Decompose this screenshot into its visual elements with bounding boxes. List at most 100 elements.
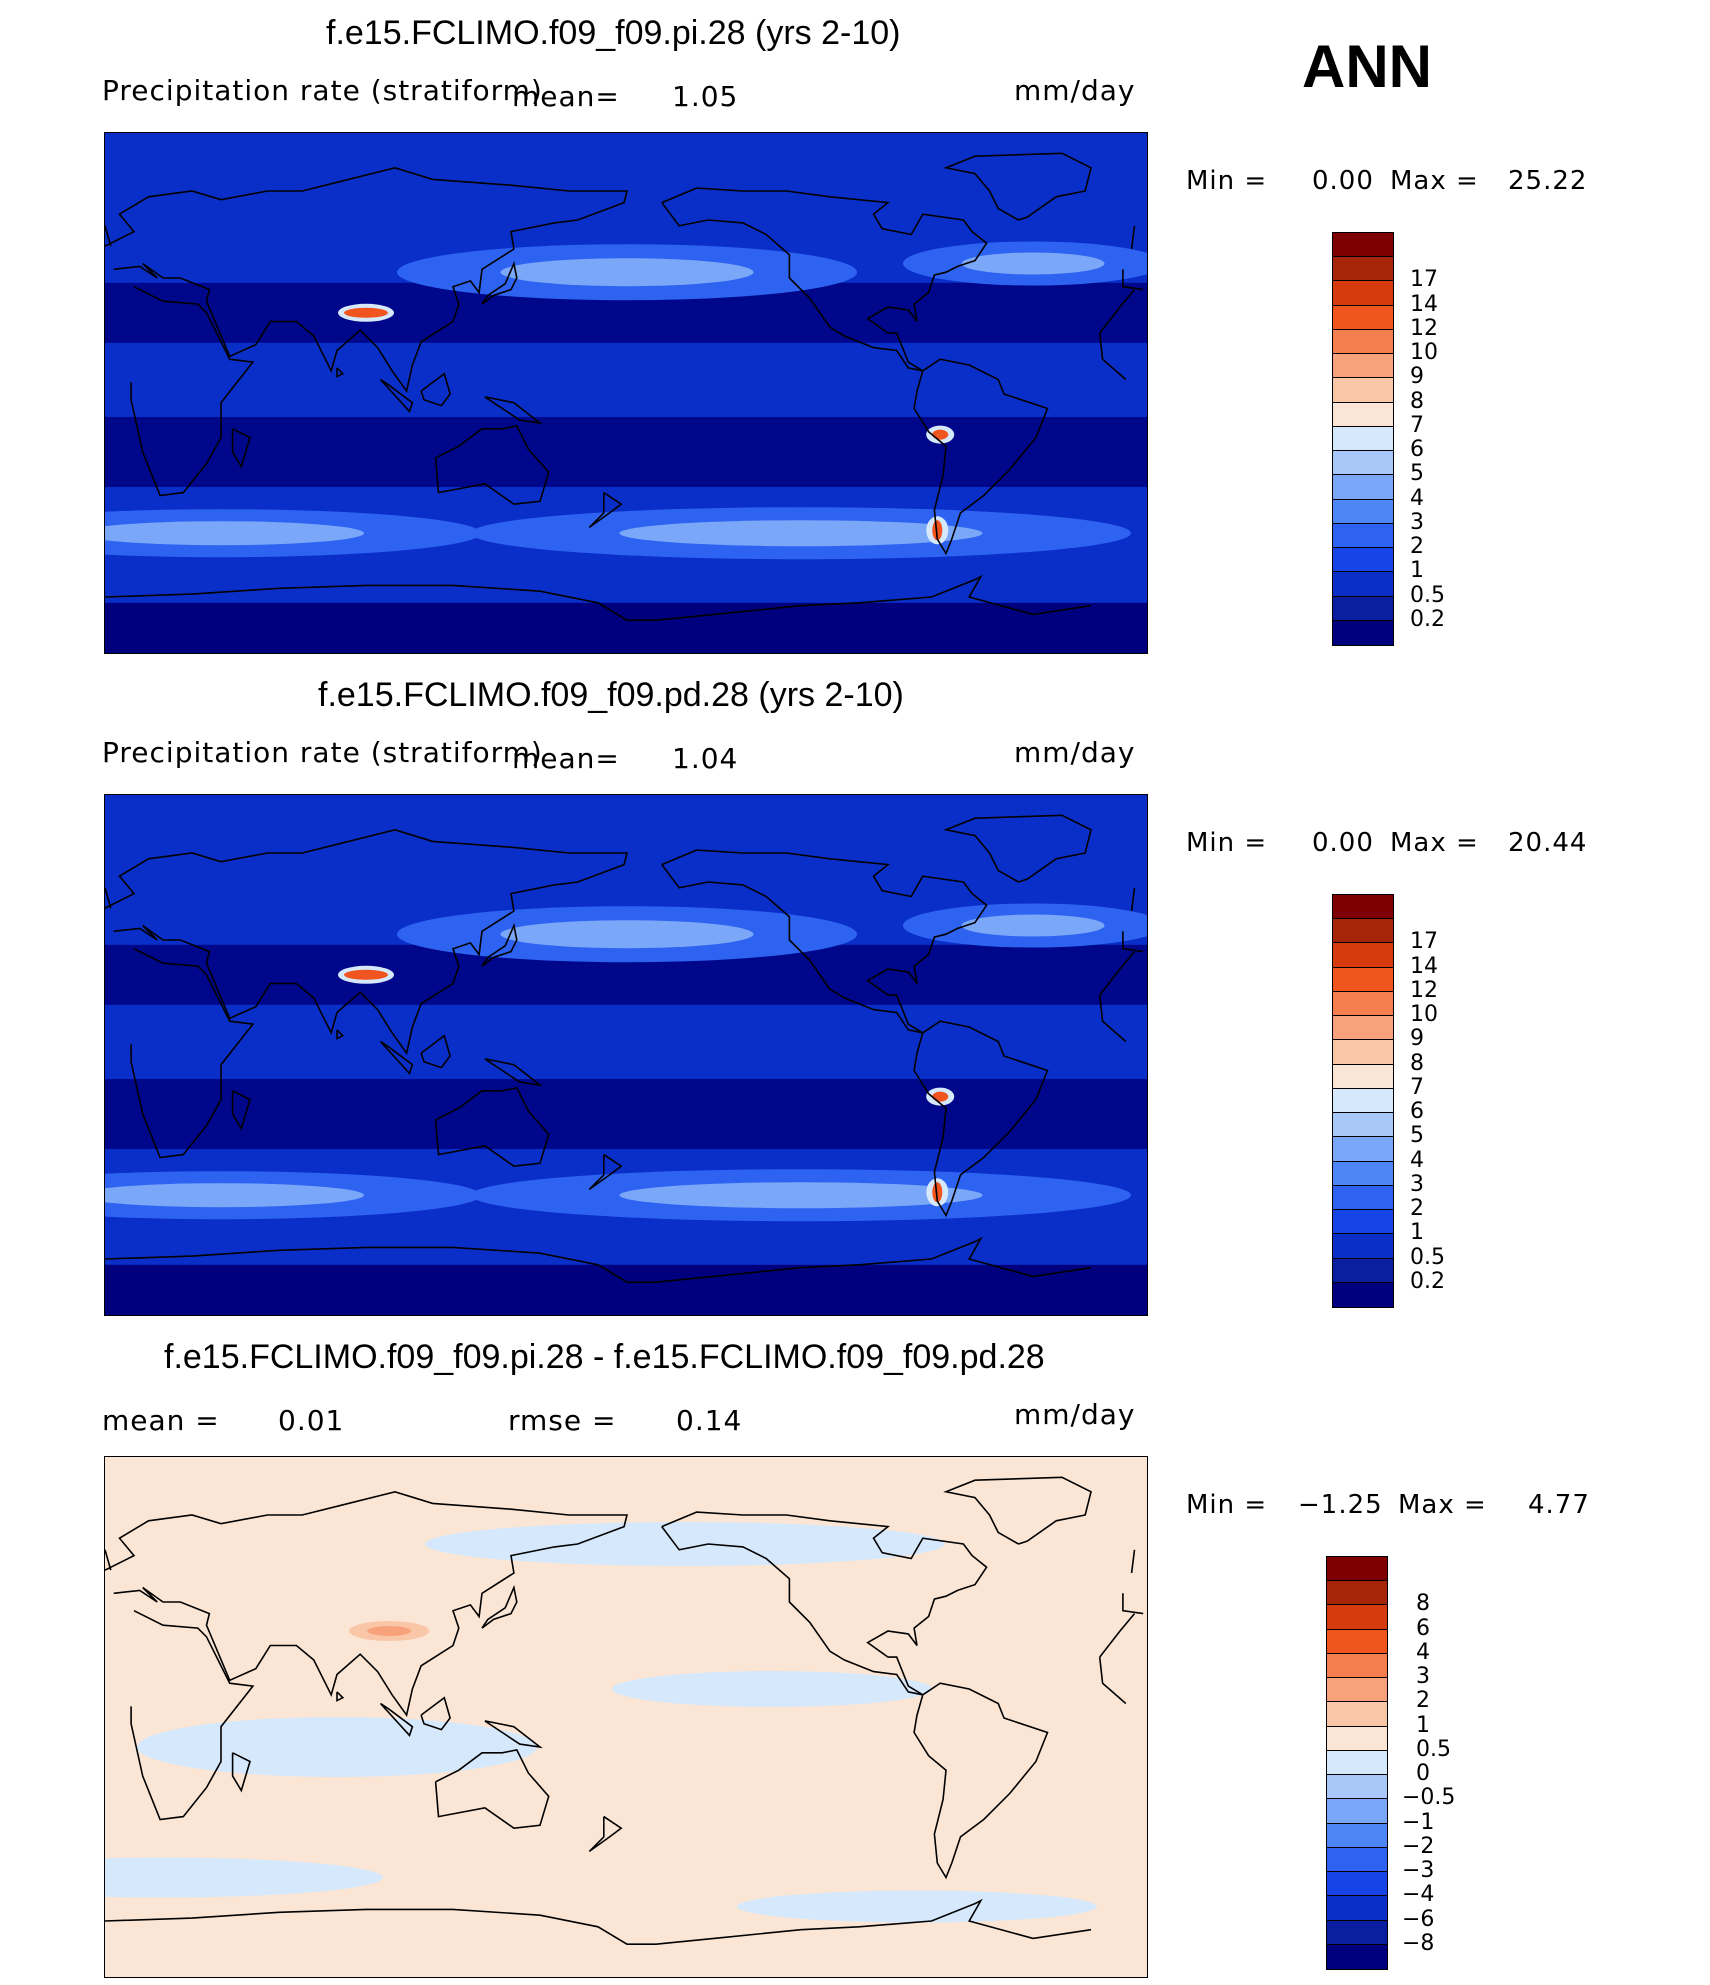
field-hotspot xyxy=(344,307,388,318)
colorbar-swatch xyxy=(1327,1605,1387,1630)
coastline xyxy=(105,1236,1092,1283)
colorbar-swatch xyxy=(1333,572,1393,597)
colorbar-tick-label: 9 xyxy=(1410,364,1424,390)
field-polar-dry xyxy=(105,602,1147,653)
colorbar-tick-label: 0.5 xyxy=(1410,1244,1445,1270)
field-polar-dry xyxy=(105,1264,1147,1315)
field-dry-band xyxy=(105,1079,1147,1149)
coastline xyxy=(661,849,988,1034)
field-background xyxy=(105,133,1147,653)
colorbar-tick-label: −8 xyxy=(1402,1930,1435,1956)
panel-1-map xyxy=(104,132,1148,654)
panel-1-mean-value: 1.05 xyxy=(672,80,739,113)
colorbar-swatch xyxy=(1333,943,1393,968)
colorbar-tick-label: 4 xyxy=(1410,485,1424,511)
field-dry-band xyxy=(105,417,1147,487)
panel-1-max-value: 25.22 xyxy=(1508,166,1588,196)
coastline xyxy=(661,187,988,372)
coastline xyxy=(105,225,1136,250)
colorbar-tick-label: 8 xyxy=(1410,388,1424,414)
field-negative-patch xyxy=(105,1857,383,1898)
colorbar-swatch xyxy=(1333,1113,1393,1138)
coastlines xyxy=(105,152,1144,621)
panel-1-mean-label: mean= xyxy=(512,80,620,113)
panel-3-min-label: Min = xyxy=(1186,1490,1268,1520)
panel-3-map-svg xyxy=(105,1457,1147,1977)
colorbar-swatch xyxy=(1333,281,1393,306)
panel-2-map-svg xyxy=(105,795,1147,1315)
panel-3-max-value: 4.77 xyxy=(1528,1490,1590,1520)
colorbar-swatch xyxy=(1333,1016,1393,1041)
coastline xyxy=(231,1752,251,1793)
colorbar-swatch xyxy=(1327,1823,1387,1848)
colorbar-tick-label: 0 xyxy=(1416,1761,1430,1787)
colorbar-tick-label: 6 xyxy=(1410,437,1424,463)
panel-3-rmse-value: 0.14 xyxy=(676,1404,743,1437)
panel-2-map xyxy=(104,794,1148,1316)
colorbar-swatch xyxy=(1333,1161,1393,1186)
colorbar-swatch xyxy=(1333,1064,1393,1089)
season-label: ANN xyxy=(1302,33,1432,100)
colorbar-swatch xyxy=(1327,1750,1387,1776)
colorbar-swatch xyxy=(1333,1210,1393,1235)
field-negative-patch xyxy=(612,1671,932,1707)
panel-3-mean-value: 0.01 xyxy=(278,1404,345,1437)
panel-3-map xyxy=(104,1456,1148,1978)
colorbar-tick-label: −1 xyxy=(1402,1809,1435,1835)
panel-3-rmse-label: rmse = xyxy=(508,1404,617,1437)
colorbar-swatch xyxy=(1333,991,1393,1017)
coastline xyxy=(434,424,550,506)
colorbar-swatch xyxy=(1333,354,1393,379)
colorbar-tick-label: 10 xyxy=(1410,1002,1438,1028)
colorbar-tick-label: 10 xyxy=(1410,340,1438,366)
colorbar-swatch xyxy=(1327,1799,1387,1824)
field-hotspot xyxy=(932,1182,943,1203)
colorbar-box xyxy=(1332,232,1394,646)
colorbar-tick-label: 5 xyxy=(1410,1123,1424,1149)
panel-2-units: mm/day xyxy=(1014,736,1136,769)
colorbar-tick-label: 7 xyxy=(1410,412,1424,438)
colorbar-swatch xyxy=(1327,1872,1387,1897)
colorbar-tick-label: 3 xyxy=(1410,1171,1424,1197)
coastline xyxy=(105,574,1092,621)
colorbar-tick-label: 2 xyxy=(1410,534,1424,560)
panel-2-mean-label: mean= xyxy=(512,742,620,775)
panel-2-variable: Precipitation rate (stratiform) xyxy=(102,736,543,769)
colorbar-swatch xyxy=(1333,1137,1393,1162)
panel-1-map-svg xyxy=(105,133,1147,653)
field-storm-track-core xyxy=(619,520,983,547)
panel-1-min-label: Min = xyxy=(1186,166,1268,196)
colorbar-tick-label: 14 xyxy=(1410,291,1438,317)
field-storm-track-core xyxy=(961,914,1105,937)
colorbar-tick-label: 8 xyxy=(1416,1591,1430,1617)
colorbar-swatch xyxy=(1333,1234,1393,1259)
coastline xyxy=(420,1696,451,1731)
coastline xyxy=(481,260,518,305)
colorbar-swatch xyxy=(1333,1258,1393,1283)
coastline xyxy=(661,1511,988,1696)
panel-2-colorbar: 0.2 0.5 1 2 3 4 5 6 7 8 9 10 12 14 17 xyxy=(1332,894,1452,1308)
coastline xyxy=(130,285,1136,497)
colorbar-tick-label: 1 xyxy=(1416,1712,1430,1738)
colorbar-swatch xyxy=(1327,1557,1387,1582)
coastline xyxy=(336,1691,345,1702)
panel-1-max-label: Max = xyxy=(1390,166,1479,196)
colorbar-tick-label: 1 xyxy=(1410,558,1424,584)
colorbar-tick-label: 2 xyxy=(1416,1688,1430,1714)
colorbar-swatch xyxy=(1327,1944,1387,1969)
colorbar-box xyxy=(1326,1556,1388,1970)
coastline xyxy=(379,1040,414,1075)
colorbar-swatch xyxy=(1333,919,1393,944)
coastline xyxy=(943,814,1092,883)
coastline xyxy=(481,922,518,967)
field-hotspot xyxy=(344,969,388,980)
colorbar-tick-label: 6 xyxy=(1416,1615,1430,1641)
field-positive-core xyxy=(367,1626,412,1636)
colorbar-swatch xyxy=(1327,1581,1387,1606)
coastline xyxy=(588,1153,623,1191)
colorbar-tick-label: 2 xyxy=(1410,1196,1424,1222)
colorbar-swatch xyxy=(1327,1702,1387,1727)
coastline xyxy=(231,1090,251,1131)
coastline xyxy=(481,1584,518,1629)
colorbar-tick-label: 9 xyxy=(1410,1026,1424,1052)
